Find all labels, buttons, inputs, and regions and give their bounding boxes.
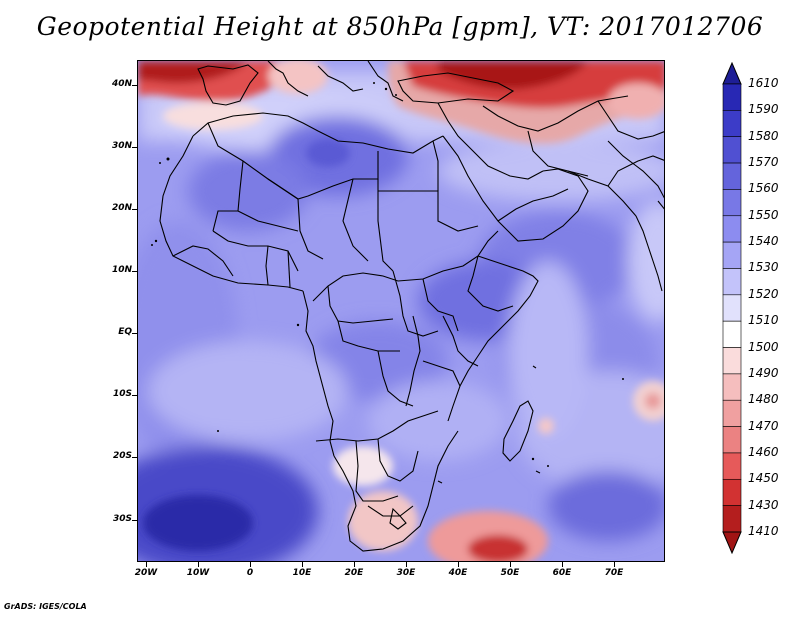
small-islands	[151, 82, 624, 467]
colorbar-label: 1590	[748, 102, 779, 117]
colorbar-label: 1480	[748, 392, 779, 407]
colorbar	[722, 62, 742, 554]
colorbar-label: 1550	[748, 207, 779, 222]
lon-label-40e: 40E	[448, 568, 468, 578]
lon-tick	[302, 562, 303, 567]
colorbar-label: 1580	[748, 128, 779, 143]
colorbar-bottom-arrow	[722, 531, 742, 554]
map-plot-area	[137, 60, 665, 562]
lat-tick	[132, 209, 137, 210]
lat-label-20n: 20N	[111, 203, 132, 213]
colorbar-segment	[722, 426, 742, 454]
northern-high-field	[138, 61, 664, 144]
colorbar-segment	[722, 373, 742, 401]
lon-label-60e: 60E	[552, 568, 572, 578]
colorbar-segment	[722, 399, 742, 427]
colorbar-label: 1530	[748, 260, 779, 275]
colorbar-segment	[722, 83, 742, 111]
lon-label-10w: 10W	[186, 568, 210, 578]
colorbar-label: 1450	[748, 471, 779, 486]
lon-tick	[146, 562, 147, 567]
colorbar-segment	[722, 189, 742, 217]
lat-label-eq: EQ	[118, 327, 132, 337]
lat-tick	[132, 85, 137, 86]
colorbar-segment	[722, 136, 742, 164]
lon-tick	[354, 562, 355, 567]
grads-credit: GrADS: IGES/COLA	[4, 602, 87, 611]
lat-tick	[132, 395, 137, 396]
map-title: Geopotential Height at 850hPa [gpm], VT:…	[36, 12, 764, 41]
lon-label-50e: 50E	[500, 568, 520, 578]
lat-tick	[132, 520, 137, 521]
lon-tick	[250, 562, 251, 567]
lon-tick	[458, 562, 459, 567]
colorbar-label: 1570	[748, 155, 779, 170]
colorbar-label: 1520	[748, 286, 779, 301]
field-cores	[143, 139, 664, 561]
colorbar-segment	[722, 505, 742, 533]
lat-tick	[132, 333, 137, 334]
colorbar-label: 1500	[748, 339, 779, 354]
lon-label-10e: 10E	[292, 568, 312, 578]
colorbar-segment	[722, 347, 742, 375]
colorbar-label: 1470	[748, 418, 779, 433]
lon-label-0: 0	[246, 568, 254, 578]
country-borders	[159, 61, 664, 552]
lon-tick	[614, 562, 615, 567]
lat-tick	[132, 147, 137, 148]
colorbar-segment	[722, 320, 742, 348]
colorbar-segment	[722, 110, 742, 138]
lat-label-30s: 30S	[112, 514, 132, 524]
colorbar-label: 1510	[748, 313, 779, 328]
lon-tick	[198, 562, 199, 567]
lat-label-20s: 20S	[112, 451, 132, 461]
colorbar-segment	[722, 478, 742, 506]
lon-tick	[510, 562, 511, 567]
colorbar-top-arrow	[722, 62, 742, 85]
colorbar-segment	[722, 215, 742, 243]
colorbar-segment	[722, 162, 742, 190]
geopotential-field	[138, 61, 664, 561]
colorbar-label: 1410	[748, 524, 779, 538]
lat-tick	[132, 457, 137, 458]
lon-label-70e: 70E	[604, 568, 624, 578]
lon-tick	[406, 562, 407, 567]
lat-label-10n: 10N	[111, 265, 132, 275]
colorbar-segment	[722, 452, 742, 480]
lat-label-30n: 30N	[111, 141, 132, 151]
colorbar-label: 1560	[748, 181, 779, 196]
colorbar-segment	[722, 268, 742, 296]
lon-label-20w: 20W	[134, 568, 158, 578]
colorbar-label: 1610	[748, 76, 779, 90]
colorbar-label: 1490	[748, 365, 779, 380]
colorbar-label: 1430	[748, 497, 779, 512]
colorbar-segment	[722, 241, 742, 269]
colorbar-label: 1460	[748, 444, 779, 459]
lat-label-10s: 10S	[112, 389, 132, 399]
lat-label-40n: 40N	[111, 79, 132, 89]
lat-tick	[132, 271, 137, 272]
lon-tick	[562, 562, 563, 567]
lon-label-20e: 20E	[344, 568, 364, 578]
lon-label-30e: 30E	[396, 568, 416, 578]
colorbar-segment	[722, 294, 742, 322]
colorbar-label: 1540	[748, 234, 779, 249]
